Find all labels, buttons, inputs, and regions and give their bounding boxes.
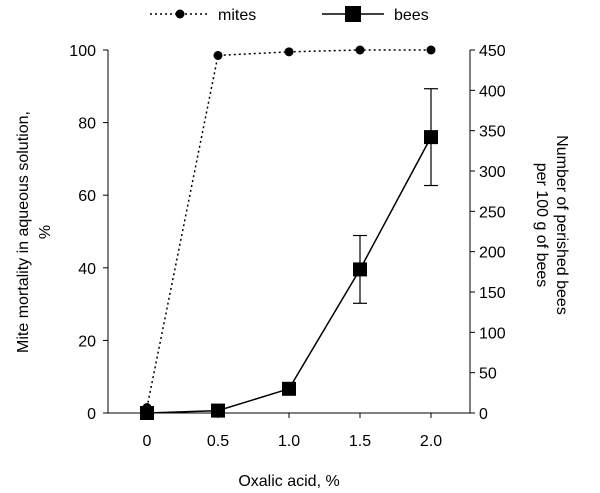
right-y-axis-title-line2: per 100 g of bees [533, 163, 550, 288]
legend-mites-label: mites [218, 7, 256, 24]
bees-point [353, 262, 367, 277]
bees-point [424, 130, 438, 145]
bees-point [282, 381, 296, 396]
right-y-ticks: 0 50 100 150 200 250 300 350 400 450 [470, 43, 506, 423]
bees-point [211, 403, 225, 418]
left-tick-label: 20 [78, 333, 96, 350]
right-y-axis-title-line1: Number of perished bees [553, 135, 570, 315]
legend-bees-marker [345, 6, 361, 22]
legend-mites-marker [175, 9, 185, 19]
right-tick-label: 50 [479, 366, 497, 383]
right-tick-label: 350 [479, 124, 506, 141]
right-tick-label: 250 [479, 204, 506, 221]
left-y-axis-title-line2: % [37, 225, 54, 239]
x-tick-label: 0.5 [207, 433, 229, 450]
mites-line [146, 49, 431, 408]
series-mites [142, 45, 436, 413]
left-tick-label: 60 [78, 188, 96, 205]
left-y-ticks: 0 20 40 60 80 100 [69, 43, 108, 423]
x-ticks: 0 0.5 1.0 1.5 2.0 [143, 413, 442, 450]
x-tick-label: 2.0 [420, 433, 442, 450]
mites-point [284, 47, 294, 57]
mites-point [213, 50, 223, 60]
right-tick-label: 0 [479, 406, 488, 423]
mites-point [355, 45, 365, 55]
x-tick-label: 1.5 [349, 433, 371, 450]
right-tick-label: 400 [479, 83, 506, 100]
left-tick-label: 80 [78, 116, 96, 133]
bees-line [146, 136, 432, 414]
left-tick-label: 40 [78, 261, 96, 278]
right-tick-label: 450 [479, 43, 506, 60]
left-y-axis-title-line1: Mite mortality in aqueous solution, [15, 111, 32, 353]
right-tick-label: 300 [479, 164, 506, 181]
right-tick-label: 200 [479, 245, 506, 262]
left-tick-label: 0 [87, 406, 96, 423]
mites-point [426, 45, 436, 55]
right-tick-label: 100 [479, 325, 506, 342]
series-bees [140, 88, 438, 420]
bees-point [140, 406, 154, 420]
x-tick-label: 1.0 [278, 433, 300, 450]
legend-bees-label: bees [394, 7, 429, 24]
legend: mites bees [150, 6, 429, 24]
right-tick-label: 150 [479, 285, 506, 302]
left-tick-label: 100 [69, 43, 96, 60]
x-axis-title: Oxalic acid, % [238, 473, 339, 490]
x-tick-label: 0 [143, 433, 152, 450]
